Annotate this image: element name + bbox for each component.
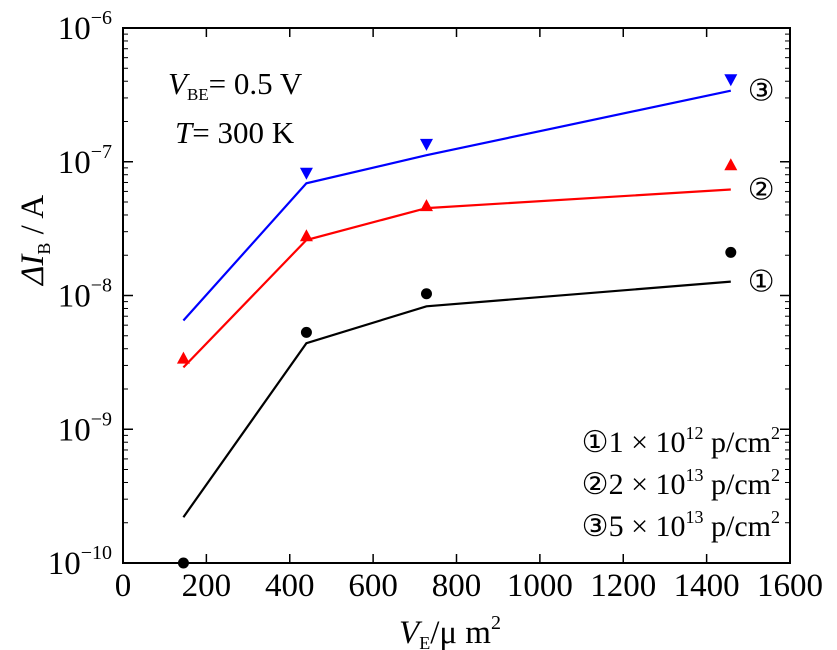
x-tick-label: 600 <box>348 568 398 604</box>
data-point-series-2 <box>299 229 313 242</box>
y-tick-label: 10−9 <box>58 408 112 448</box>
data-point-series-1 <box>725 246 737 258</box>
x-axis-ticks: 0 200 400 600 800 1000 1200 1400 1600 <box>115 28 823 604</box>
data-point-series-3 <box>299 167 313 180</box>
data-point-series-3 <box>419 138 433 151</box>
series-line-3 <box>182 89 732 322</box>
data-point-series-1 <box>420 288 432 300</box>
y-axis-title: ΔIB / A <box>15 195 54 287</box>
y-tick-label: 10−7 <box>58 141 112 181</box>
temperature-annotation: T= 300 K <box>175 115 295 150</box>
x-tick-label: 0 <box>115 568 132 604</box>
x-axis-title: VE/μ m2 <box>399 612 501 650</box>
x-tick-label: 800 <box>432 568 482 604</box>
data-point-series-2 <box>724 158 738 171</box>
data-point-series-1 <box>177 557 189 569</box>
series-lines <box>182 89 732 518</box>
series-line-1 <box>182 280 731 518</box>
data-point-series-2 <box>176 351 190 364</box>
y-tick-label: 10−6 <box>58 7 112 47</box>
y-axis-ticks: 10−10 10−9 10−8 10−7 10−6 <box>48 7 790 582</box>
y-tick-label: 10−8 <box>58 275 112 315</box>
series-label-1: ① <box>748 266 775 299</box>
legend-entry-2: ②2 × 1013 p/cm2 <box>582 465 780 501</box>
x-tick-label: 1200 <box>590 568 656 604</box>
series-labels: ① ② ③ <box>748 75 775 299</box>
legend-entry-1: ①1 × 1012 p/cm2 <box>582 423 780 459</box>
y-tick-label: 10−10 <box>48 542 112 582</box>
series-label-3: ③ <box>748 75 775 108</box>
x-tick-label: 1600 <box>757 568 823 604</box>
series-points <box>176 74 738 569</box>
series-label-2: ② <box>748 174 775 207</box>
x-tick-label: 1000 <box>507 568 573 604</box>
series-line-2 <box>182 188 731 369</box>
data-point-series-1 <box>300 326 312 338</box>
x-tick-label: 200 <box>182 568 232 604</box>
x-tick-label: 1400 <box>674 568 740 604</box>
data-point-series-3 <box>724 74 738 87</box>
legend-entry-3: ③5 × 1013 p/cm2 <box>582 507 780 543</box>
x-tick-label: 400 <box>265 568 315 604</box>
data-point-series-2 <box>419 199 433 212</box>
vbe-annotation: VBE= 0.5 V <box>168 66 303 104</box>
